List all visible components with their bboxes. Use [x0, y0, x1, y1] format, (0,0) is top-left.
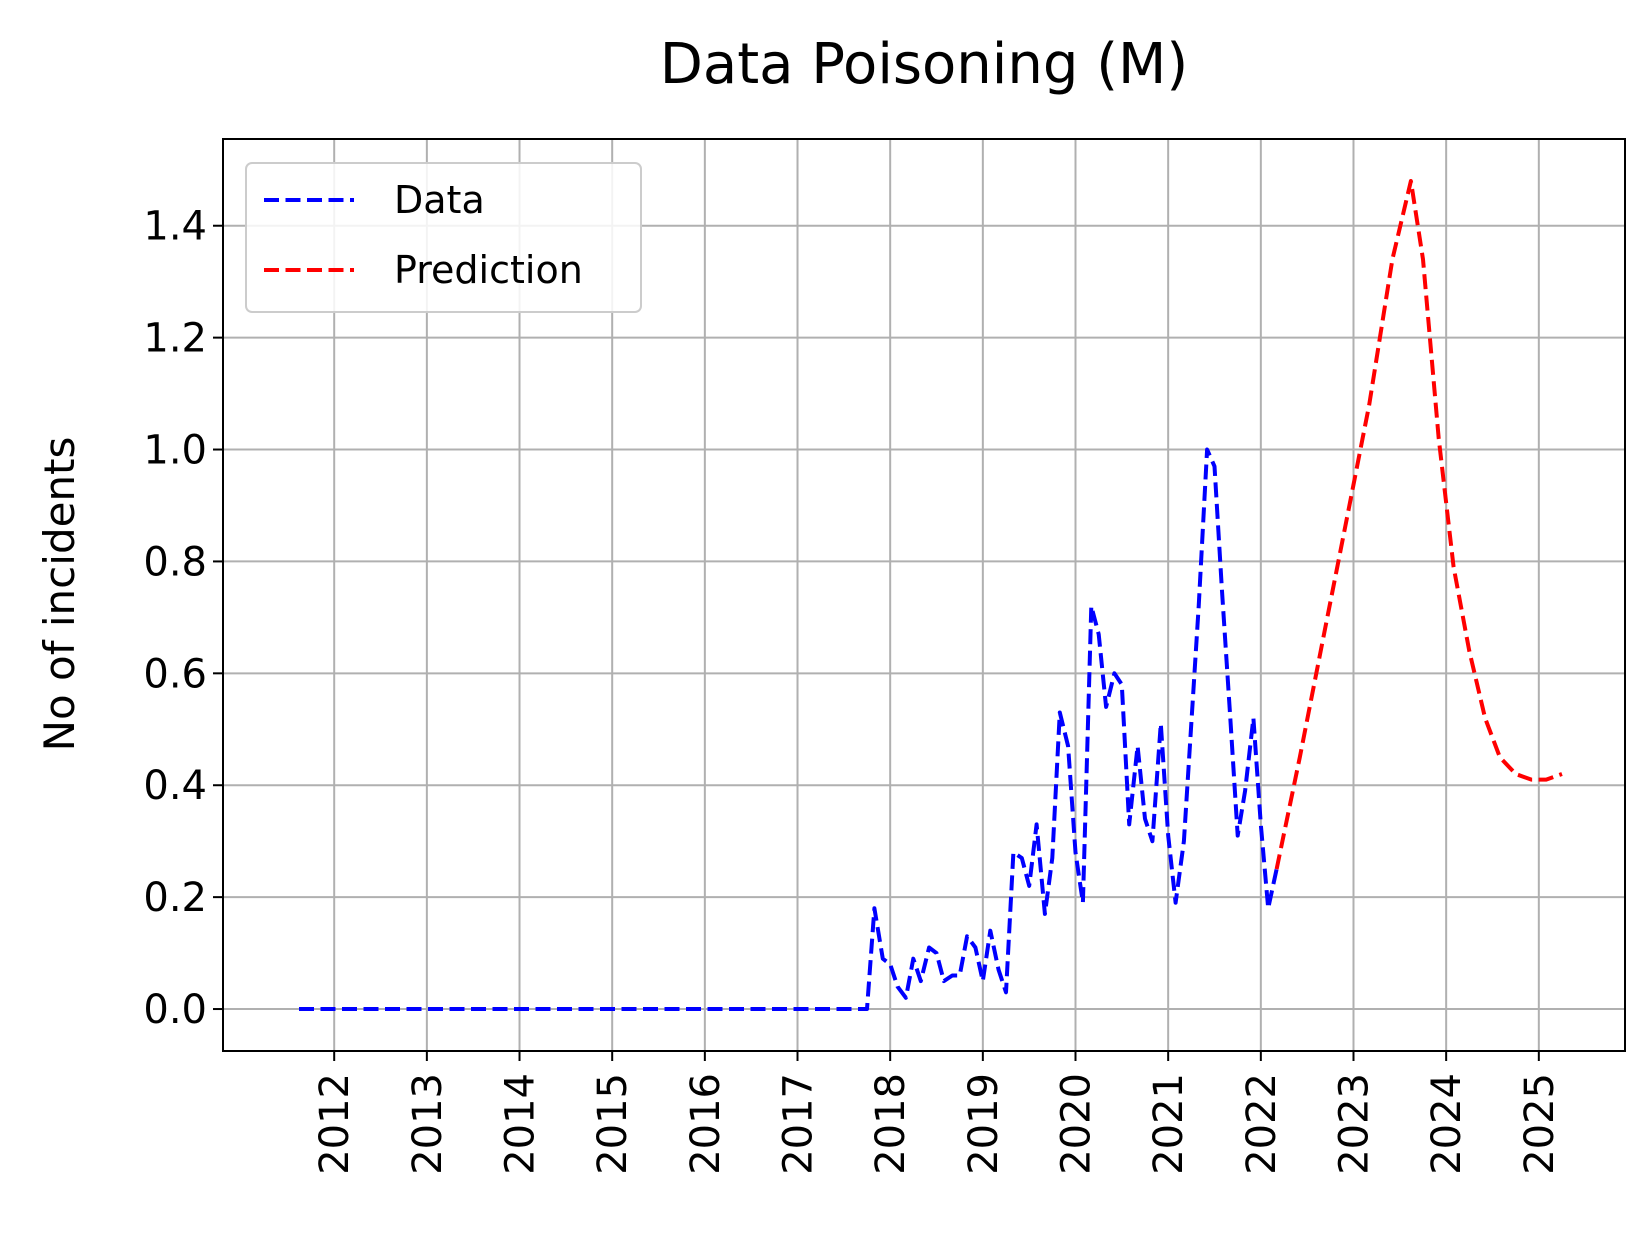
- series-line-data: [299, 447, 1279, 1011]
- legend-label-prediction: Prediction: [394, 248, 583, 292]
- y-tick-label: 0.8: [143, 539, 207, 585]
- y-tick-label: 1.4: [143, 204, 207, 250]
- y-tick-label: 0.6: [143, 651, 207, 697]
- x-tick-label: 2025: [1517, 1073, 1563, 1175]
- x-tick-label: 2018: [868, 1073, 914, 1175]
- x-tick-label: 2017: [776, 1073, 822, 1175]
- series-line-prediction: [1274, 179, 1563, 870]
- y-tick-label: 0.0: [143, 987, 207, 1033]
- legend-label-data: Data: [394, 178, 485, 222]
- x-tick-label: 2021: [1146, 1073, 1192, 1175]
- x-tick-label: 2014: [498, 1073, 544, 1175]
- x-tick-label: 2012: [312, 1073, 358, 1175]
- y-tick-label: 1.2: [143, 316, 207, 362]
- y-tick-label: 0.4: [143, 763, 207, 809]
- legend-box: [245, 162, 642, 313]
- x-tick-label: 2013: [405, 1073, 451, 1175]
- chart-title: Data Poisoning (M): [660, 32, 1188, 97]
- x-tick-label: 2023: [1331, 1073, 1377, 1175]
- x-tick-label: 2015: [590, 1073, 636, 1175]
- x-tick-label: 2019: [961, 1073, 1007, 1175]
- x-tick-label: 2016: [683, 1073, 729, 1175]
- plot-series: [299, 179, 1563, 1011]
- grid-lines: [223, 139, 1625, 1051]
- legend: Data Prediction: [245, 162, 642, 313]
- plot-frame: [222, 138, 1626, 1052]
- axis-ticks: 2012 2013 2014 2015 2016 2017 2018 2019 2020 2021…: [143, 204, 1562, 1175]
- y-tick-label: 0.2: [143, 875, 207, 921]
- y-axis-label: No of incidents: [35, 437, 84, 752]
- x-tick-label: 2020: [1054, 1073, 1100, 1175]
- x-tick-label: 2024: [1424, 1073, 1470, 1175]
- y-tick-label: 1.0: [143, 428, 207, 474]
- x-tick-label: 2022: [1239, 1073, 1285, 1175]
